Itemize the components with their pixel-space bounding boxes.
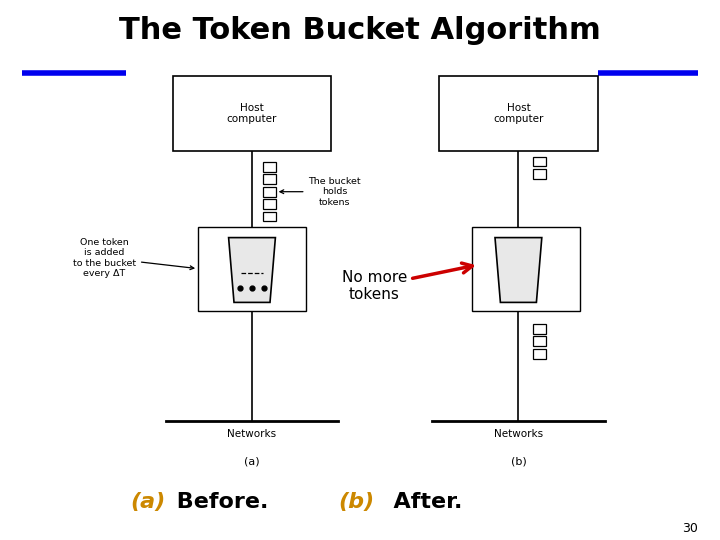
Bar [533,169,546,179]
Bar [198,227,306,310]
Bar [263,187,276,197]
Text: Host
computer: Host computer [493,103,544,124]
Bar [439,76,598,151]
Polygon shape [495,238,541,302]
Bar [533,324,546,334]
Text: The bucket
holds
tokens: The bucket holds tokens [280,177,361,207]
Text: One token
is added
to the bucket
every ΔT: One token is added to the bucket every Δ… [73,238,194,278]
Bar [173,76,331,151]
Text: (a): (a) [130,492,166,512]
Text: After.: After. [378,492,462,512]
Text: 30: 30 [683,522,698,535]
Bar [263,212,276,221]
Text: (b): (b) [338,492,374,512]
Bar [472,227,580,310]
Bar [533,157,546,166]
Text: Networks: Networks [228,429,276,440]
Polygon shape [229,238,275,302]
Text: (b): (b) [510,456,526,467]
Text: (a): (a) [244,456,260,467]
Bar [263,162,276,172]
Text: The Token Bucket Algorithm: The Token Bucket Algorithm [119,16,601,45]
Bar [263,174,276,184]
Text: No more
tokens: No more tokens [342,263,472,302]
Text: Networks: Networks [494,429,543,440]
Bar [533,336,546,346]
Text: Before.: Before. [169,492,269,512]
Text: Host
computer: Host computer [227,103,277,124]
Bar [263,199,276,209]
Bar [533,349,546,359]
